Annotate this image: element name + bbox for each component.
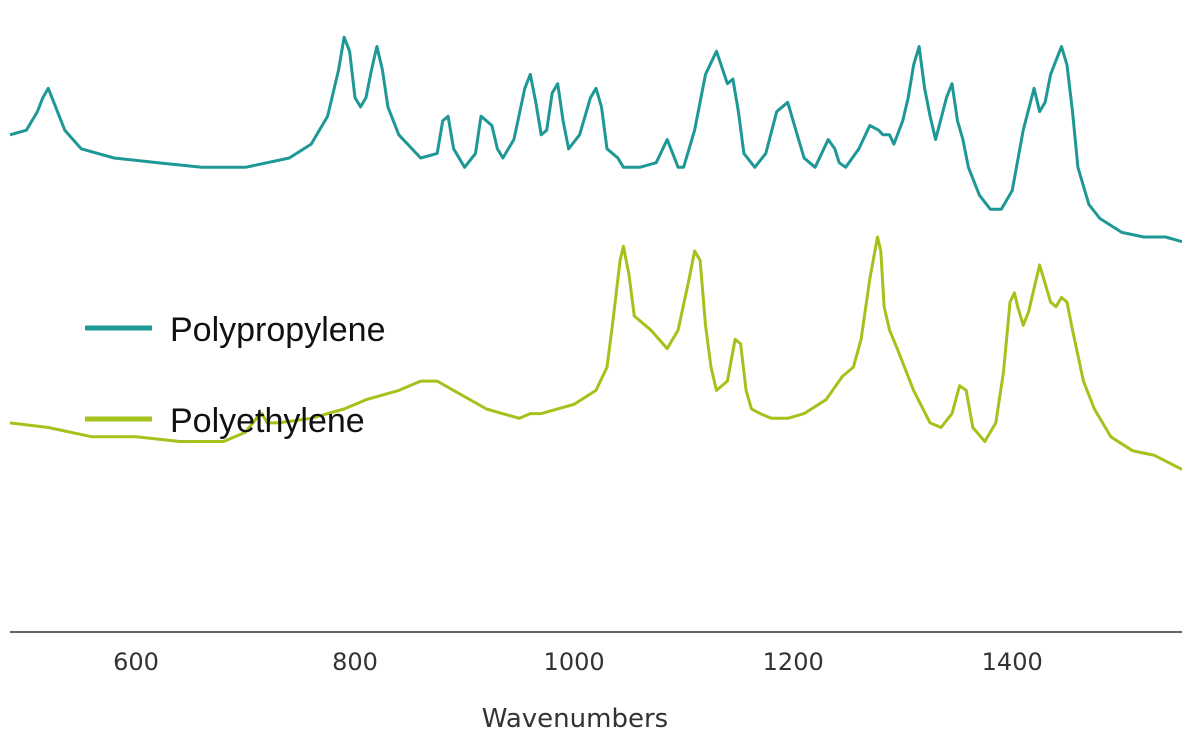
x-tick-label: 1200: [763, 648, 824, 676]
x-tick-label: 1400: [982, 648, 1043, 676]
legend-label-polyethylene: Polyethylene: [170, 402, 365, 440]
legend: Polypropylene Polyethylene: [85, 311, 385, 440]
series-line-polypropylene: [9, 35, 1182, 244]
legend-label-polypropylene: Polypropylene: [170, 311, 385, 349]
x-tick-label: 800: [332, 648, 378, 676]
series-layer: [9, 35, 1182, 471]
x-axis-title: Wavenumbers: [482, 704, 668, 734]
x-tick-labels: 600 800 1000 1200 1400: [113, 648, 1043, 676]
x-tick-label: 1000: [544, 648, 605, 676]
series-line-polyethylene: [9, 235, 1182, 471]
x-tick-label: 600: [113, 648, 159, 676]
